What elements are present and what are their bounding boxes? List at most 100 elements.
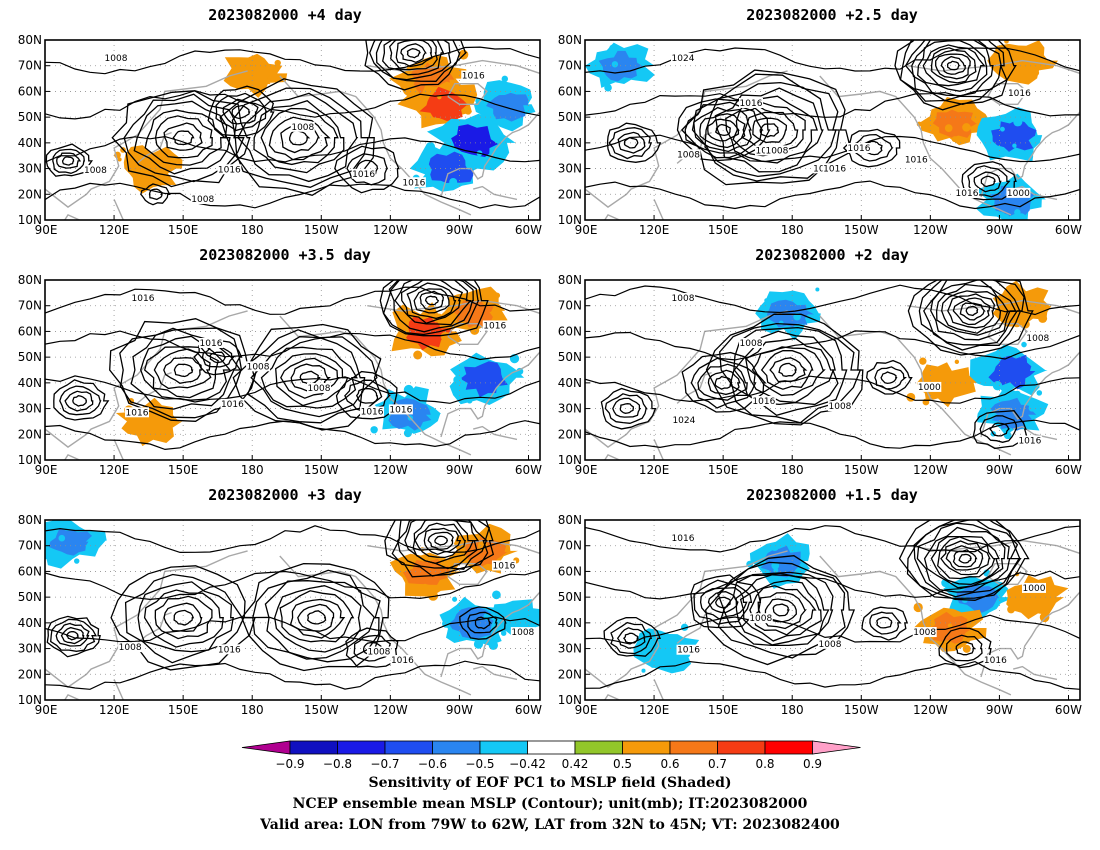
mslp-contour [612,397,642,418]
lat-tick-label: 60N [18,324,42,338]
mslp-contour [772,603,790,617]
sensitivity-speck [992,380,1003,391]
coastline [653,439,664,460]
contour-label: 1008 [308,384,331,394]
sensitivity-speck [604,83,612,92]
contour-label-bg [671,415,696,426]
contour-label-bg [307,383,331,393]
contour-label: 1016 [200,339,223,349]
lat-tick-label: 80N [558,33,582,47]
lon-tick-label: 180 [241,703,264,717]
lat-tick-label: 80N [18,273,42,287]
coastline [980,351,1080,438]
mslp-contour [707,591,739,614]
mslp-contour [690,574,762,629]
contour-label-bg [751,396,776,407]
mslp-contour [427,531,454,550]
colorbar: −0.9 −0.8 −0.7 −0.6 −0.5 −0.42 0.42 0.5 0.6 0.7 0.… [241,740,861,771]
mslp-contour [346,153,389,186]
sensitivity-speck [1032,69,1040,76]
mslp-contour [382,280,480,336]
coastline [367,539,540,555]
sensitivity-speck [370,426,378,434]
mslp-contour [623,632,640,644]
sensitivity-speck [951,136,958,143]
sensitivity-speck [1014,209,1021,216]
contour-label: 1008 [913,628,936,638]
contour-label-bg [671,533,695,543]
sensitivity-speck [641,668,646,673]
mslp-contour [952,549,978,568]
sensitivity-speck [488,640,499,650]
mslp-contour [714,375,733,390]
mslp-contour [143,589,224,648]
mslp-contour [707,118,740,142]
sensitivity-speck [1024,151,1034,161]
lat-tick-label: 10N [18,213,42,227]
lon-tick-label: 90E [575,703,598,717]
map-panels: 1016 1016 1016 1008 1008 1016 1008 1008 10N 20N 30… [18,33,1082,717]
mslp-contour [45,330,540,361]
sensitivity-speck [500,630,507,636]
contour-label-bg [366,646,391,657]
mslp-contour [45,135,540,163]
mslp-contour [274,585,362,653]
colorbar-box [384,740,433,755]
coastline [819,315,1012,456]
sensitivity-speck [962,644,971,653]
contour-label: 1008 [84,166,107,176]
coastline [63,454,80,460]
mslp-contour [252,569,381,663]
lat-tick-label: 20N [18,667,42,681]
mslp-contour [923,526,1006,589]
sensitivity-speck [1004,40,1009,44]
lon-tick-label: 150E [168,463,199,477]
sensitivity-speck [641,60,646,66]
lon-tick-label: 60W [1055,703,1082,717]
lat-tick-label: 70N [18,539,42,553]
map-frame [584,519,1081,701]
contour-label-bg [817,638,842,649]
mslp-contour [140,335,232,401]
mslp-contour [207,85,275,137]
contour-label: 1016 [389,405,412,415]
mslp-contour [299,370,321,385]
lat-tick-label: 20N [558,187,582,201]
mslp-contour [715,596,732,609]
mslp-contour [163,602,203,632]
mslp-contour [406,282,457,320]
lat-tick-label: 40N [18,376,42,390]
coastline [279,315,472,456]
contour-label-bg [1017,435,1042,446]
contour-label: 1008 [511,628,534,638]
contour-label-bg [1025,332,1050,343]
coastline [907,539,1080,555]
mslp-contour [979,415,1018,443]
mslp-contour [749,585,817,636]
contour-label: 1016 [677,646,700,656]
mslp-contour [714,87,824,173]
sensitivity-shade [598,50,644,82]
coastline [585,310,788,448]
sensitivity-speck [1021,341,1027,348]
coastline [907,59,1080,75]
lat-tick-label: 60N [18,84,42,98]
sensitivity-speck [466,397,473,404]
mslp-contour [930,280,1017,341]
lon-tick-label: 150E [168,703,199,717]
coastline [45,550,248,688]
contour-label-bg [491,560,516,571]
mslp-contour [111,90,251,188]
caption-line-2: NCEP ensemble mean MSLP (Contour); unit(… [292,796,808,812]
mslp-contour [123,93,245,183]
contour-label: 1008 [368,648,391,658]
coastline [113,439,124,460]
lon-tick-label: 60W [515,463,542,477]
mslp-contour [45,46,540,75]
sensitivity-speck [453,375,462,385]
contour-label-bg [351,168,376,179]
lat-tick-label: 30N [18,402,42,416]
contour-label: 1016 [848,144,871,154]
coastline [440,351,540,438]
sensitivity-speck [1000,126,1005,132]
